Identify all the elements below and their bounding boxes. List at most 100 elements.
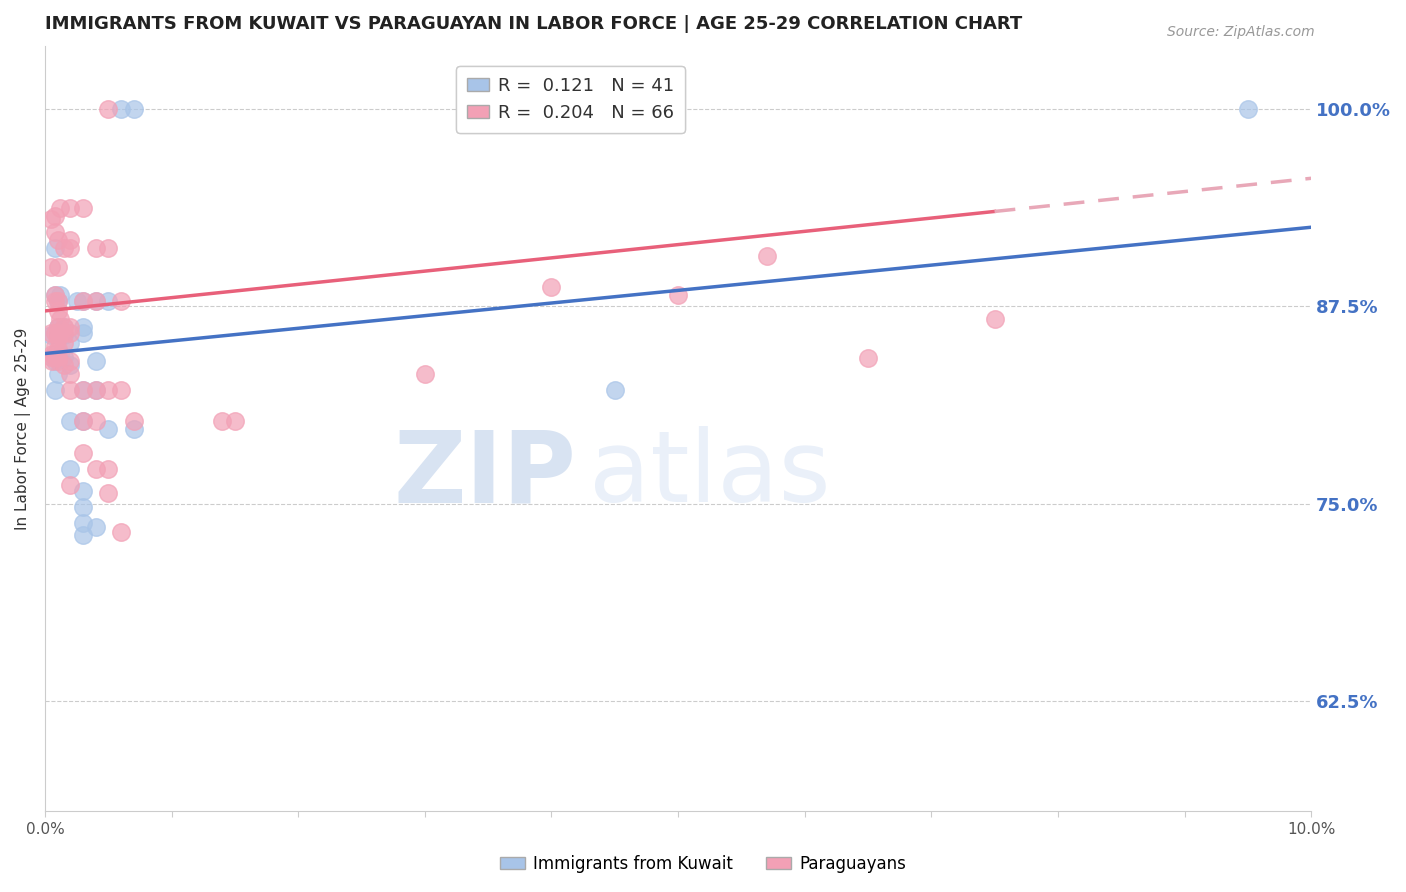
Point (46, 342, 69, 356)
Point (72, 383, 94, 397)
Point (84, 414, 107, 428)
Point (97, 241, 120, 255)
Point (122, 422, 145, 436)
Text: IMMIGRANTS FROM KUWAIT VS PARAGUAYAN IN LABOR FORCE | AGE 25-29 CORRELATION CHAR: IMMIGRANTS FROM KUWAIT VS PARAGUAYAN IN … (45, 15, 1022, 33)
Point (52, 319, 75, 334)
Point (46, 354, 69, 368)
Point (52, 350, 75, 364)
Point (41, 354, 63, 368)
Point (46, 304, 69, 318)
Point (983, 311, 1005, 326)
Point (46, 350, 69, 364)
Point (59, 319, 82, 334)
Point (44, 339, 66, 353)
Point (110, 102, 132, 116)
Point (39, 260, 62, 274)
Point (44, 288, 66, 302)
Point (110, 294, 132, 309)
Point (46, 233, 69, 247)
Point (44, 354, 66, 368)
Point (84, 354, 107, 368)
Text: ZIP: ZIP (394, 426, 576, 523)
Point (44, 288, 66, 302)
Point (122, 414, 145, 428)
Point (72, 500, 94, 514)
Point (755, 249, 778, 263)
Text: Source: ZipAtlas.com: Source: ZipAtlas.com (1167, 25, 1315, 39)
Point (49, 288, 72, 302)
Point (856, 351, 879, 366)
Point (72, 483, 94, 498)
Point (110, 524, 132, 539)
Point (97, 422, 120, 436)
Point (72, 414, 94, 428)
Point (97, 462, 120, 476)
Point (59, 233, 82, 247)
Point (72, 383, 94, 397)
Point (39, 327, 62, 342)
Point (52, 358, 75, 372)
Point (44, 294, 66, 309)
Point (72, 446, 94, 460)
Point (65, 294, 87, 309)
Point (84, 383, 107, 397)
Point (46, 327, 69, 342)
Point (72, 326, 94, 340)
Point (44, 346, 66, 360)
Legend: R =  0.121   N = 41, R =  0.204   N = 66: R = 0.121 N = 41, R = 0.204 N = 66 (456, 66, 685, 133)
Point (72, 528, 94, 542)
Point (72, 414, 94, 428)
Point (44, 383, 66, 397)
Point (59, 367, 82, 381)
Point (72, 319, 94, 334)
Point (52, 241, 75, 255)
Point (59, 414, 82, 428)
Point (46, 331, 69, 345)
Y-axis label: In Labor Force | Age 25-29: In Labor Force | Age 25-29 (15, 327, 31, 530)
Point (44, 225, 66, 239)
Legend: Immigrants from Kuwait, Paraguayans: Immigrants from Kuwait, Paraguayans (494, 848, 912, 880)
Point (72, 202, 94, 216)
Point (44, 209, 66, 223)
Text: atlas: atlas (589, 426, 831, 523)
Point (59, 202, 82, 216)
Point (44, 241, 66, 255)
Point (46, 326, 69, 340)
Point (59, 462, 82, 476)
Point (39, 212, 62, 227)
Point (413, 367, 436, 381)
Point (59, 477, 82, 491)
Point (84, 520, 107, 534)
Point (52, 327, 75, 342)
Point (72, 294, 94, 309)
Point (52, 326, 75, 340)
Point (44, 350, 66, 364)
Point (84, 383, 107, 397)
Point (59, 326, 82, 340)
Point (84, 294, 107, 309)
Point (59, 358, 82, 372)
Point (39, 326, 62, 340)
Point (59, 241, 82, 255)
Point (44, 326, 66, 340)
Point (603, 383, 626, 397)
Point (52, 335, 75, 350)
Point (46, 294, 69, 309)
Point (72, 294, 94, 309)
Point (46, 260, 69, 274)
Point (84, 462, 107, 476)
Point (49, 311, 72, 326)
Point (97, 383, 120, 397)
Point (97, 102, 120, 116)
Point (46, 294, 69, 309)
Point (46, 350, 69, 364)
Point (49, 202, 72, 216)
Point (97, 294, 120, 309)
Point (59, 383, 82, 397)
Point (39, 350, 62, 364)
Point (46, 319, 69, 334)
Point (72, 516, 94, 530)
Point (122, 102, 145, 116)
Point (46, 367, 69, 381)
Point (540, 280, 562, 294)
